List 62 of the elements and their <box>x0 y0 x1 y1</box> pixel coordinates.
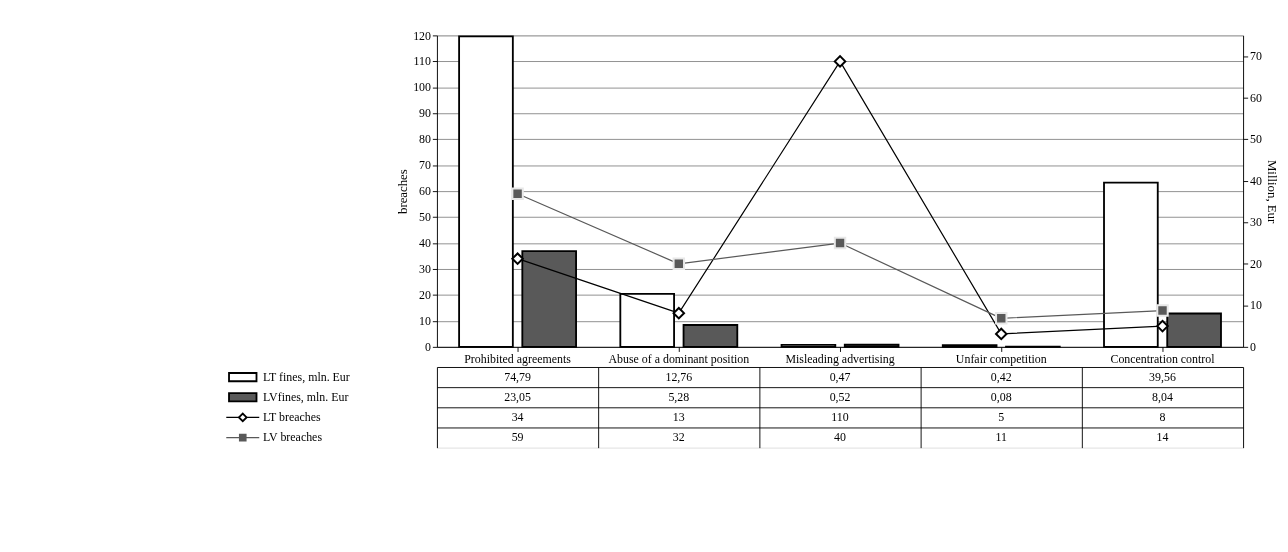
y2-tick-label: 20 <box>1249 256 1262 271</box>
x-tick-label: Prohibited agreements <box>464 351 572 366</box>
y2-tick-label: 40 <box>1249 173 1262 188</box>
y2-tick-label: 10 <box>1249 298 1262 313</box>
x-tick-label: Concentration control <box>1110 351 1216 366</box>
y2-tick-label: 30 <box>1249 215 1262 230</box>
y-tick-label: 110 <box>413 54 432 69</box>
data-label: 11 <box>995 430 1008 445</box>
y-tick-label: 40 <box>419 236 432 251</box>
data-label: 40 <box>834 430 847 445</box>
point <box>1156 319 1169 333</box>
y2-tick-label: 50 <box>1249 132 1262 147</box>
y2-tick-label: 0 <box>1249 340 1256 355</box>
y-tick-label: 30 <box>419 262 432 277</box>
x-tick-label: Unfair competition <box>955 351 1047 366</box>
y-tick-label: 100 <box>413 80 432 95</box>
data-label: 23,05 <box>504 389 532 404</box>
x-tick-label: Misleading advertising <box>785 351 895 366</box>
data-label: 74,79 <box>504 369 532 384</box>
point <box>511 252 524 265</box>
y2-tick-label: 60 <box>1249 90 1262 105</box>
data-label: 34 <box>511 410 524 425</box>
data-label: 32 <box>672 430 685 445</box>
data-label: 12,76 <box>665 369 693 384</box>
y-axis-title: breaches <box>395 169 410 215</box>
y-tick-label: 10 <box>419 314 432 329</box>
y-tick-label: 20 <box>419 288 432 303</box>
data-label: 14 <box>1156 430 1169 445</box>
data-label: 0,42 <box>990 369 1012 384</box>
x-tick-label: Abuse of a dominant position <box>608 351 750 366</box>
legend-label: LVfines, mln. Eur <box>262 389 349 404</box>
y2-axis-title: Million, Eur <box>1265 159 1280 225</box>
data-label: 0,08 <box>990 389 1012 404</box>
point <box>511 187 524 200</box>
point <box>995 312 1008 325</box>
point <box>1156 304 1169 317</box>
y-tick-label: 60 <box>419 184 432 199</box>
data-label: 8,04 <box>1152 389 1173 404</box>
legend-label: LT breaches <box>262 410 322 425</box>
legend-label: LT fines, mln. Eur <box>262 369 350 384</box>
y-tick-label: 80 <box>419 132 432 147</box>
point <box>833 236 847 250</box>
data-label: 110 <box>831 410 849 425</box>
data-label: 0,52 <box>829 389 851 404</box>
data-label: 59 <box>511 430 524 445</box>
point <box>833 55 847 68</box>
data-label: 5 <box>998 410 1005 425</box>
y2-tick-label: 70 <box>1249 49 1262 64</box>
data-label: 13 <box>672 410 685 425</box>
point <box>672 257 686 271</box>
y-tick-label: 70 <box>419 158 432 173</box>
y-tick-label: 50 <box>419 210 432 225</box>
y-tick-label: 90 <box>419 106 432 121</box>
data-label: 39,56 <box>1149 369 1176 384</box>
point <box>995 327 1008 341</box>
y-tick-label: 0 <box>425 340 432 355</box>
point <box>672 306 686 320</box>
data-label: 5,28 <box>668 389 690 404</box>
y-tick-label: 120 <box>413 28 432 43</box>
data-label: 0,47 <box>829 369 851 384</box>
data-label: 8 <box>1159 410 1166 425</box>
legend-label: LV breaches <box>262 430 323 445</box>
